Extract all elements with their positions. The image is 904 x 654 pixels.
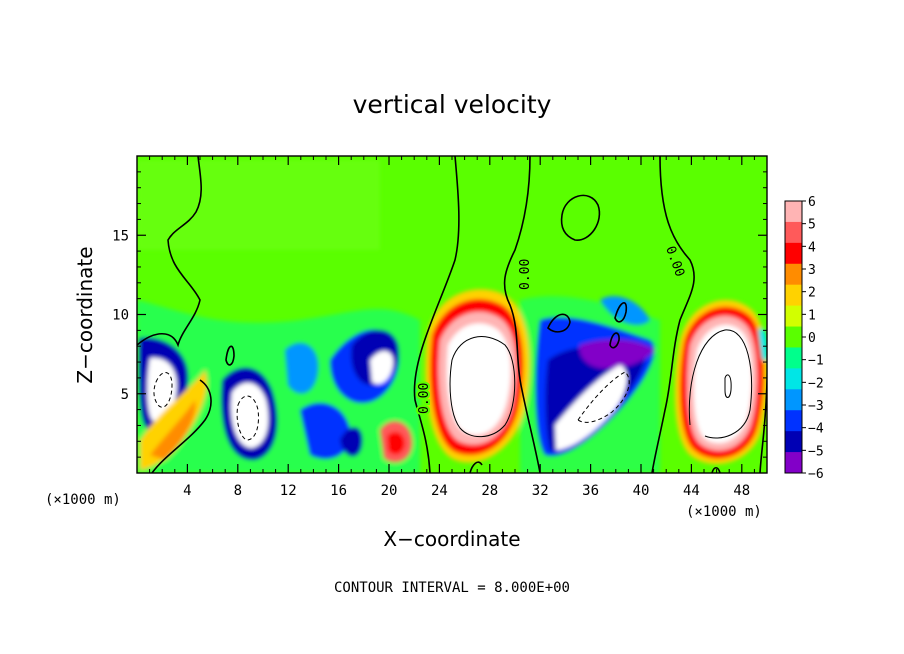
colorbar-label: −3 bbox=[808, 399, 824, 414]
y-axis-ticks: 5 10 15 bbox=[112, 171, 767, 458]
x-tick-label: 40 bbox=[633, 483, 650, 499]
zero-contours bbox=[137, 156, 767, 473]
x-tick-label: 36 bbox=[582, 483, 599, 499]
colorbar-swatch bbox=[785, 431, 802, 453]
x-unit-right: (×1000 m) bbox=[686, 504, 762, 520]
colorbar-label: 0 bbox=[808, 331, 816, 346]
colorbar-swatch bbox=[785, 305, 802, 328]
colorbar-label: 5 bbox=[808, 218, 816, 233]
colorbar-swatch bbox=[785, 201, 802, 223]
colorbar-label: −6 bbox=[808, 467, 824, 482]
colorbar-label: 2 bbox=[808, 286, 816, 301]
colorbar-label: −5 bbox=[808, 444, 824, 459]
contour-label-2: 0.00 bbox=[518, 259, 533, 290]
colorbar-label: 6 bbox=[808, 195, 816, 210]
colorbar-swatch bbox=[785, 347, 802, 369]
velocity-field bbox=[137, 160, 767, 473]
x-tick-label: 20 bbox=[381, 483, 398, 499]
contour-label-1: 0.00 bbox=[417, 383, 432, 414]
colorbar-swatch bbox=[785, 221, 802, 244]
plot-area: 0.00 0.00 0.00 bbox=[137, 156, 767, 473]
x-tick-label: 8 bbox=[234, 483, 242, 499]
colorbar-swatch bbox=[785, 242, 802, 265]
y-tick-label: 5 bbox=[121, 387, 129, 403]
x-tick-label: 16 bbox=[330, 483, 347, 499]
colorbar-label: 4 bbox=[808, 240, 816, 255]
x-tick-label: 48 bbox=[733, 483, 750, 499]
colorbar-label: 1 bbox=[808, 308, 816, 323]
x-tick-label: 24 bbox=[431, 483, 448, 499]
x-tick-label: 32 bbox=[532, 483, 549, 499]
colorbar-label: −1 bbox=[808, 354, 824, 369]
x-tick-label: 28 bbox=[481, 483, 498, 499]
colorbar-swatch bbox=[785, 368, 802, 390]
colorbar-label: −4 bbox=[808, 422, 824, 437]
chart-title: vertical velocity bbox=[353, 90, 552, 119]
colorbar: 6 5 4 3 2 1 0 −1 −2 −3 −4 −5 −6 bbox=[784, 195, 824, 482]
colorbar-swatch bbox=[785, 410, 802, 432]
x-axis-ticks: 4 8 12 16 20 24 28 32 36 40 44 48 bbox=[149, 156, 755, 499]
colorbar-swatch bbox=[785, 263, 802, 286]
x-tick-label: 4 bbox=[183, 483, 191, 499]
interior-contours bbox=[449, 329, 753, 439]
contour-interval-note: CONTOUR INTERVAL = 8.000E+00 bbox=[334, 580, 570, 596]
x-axis-label: X−coordinate bbox=[383, 527, 520, 551]
y-tick-label: 10 bbox=[112, 308, 129, 324]
colorbar-swatch bbox=[785, 452, 802, 474]
x-unit-left: (×1000 m) bbox=[45, 492, 121, 508]
x-tick-label: 44 bbox=[683, 483, 700, 499]
colorbar-swatch bbox=[785, 284, 802, 307]
y-tick-label: 15 bbox=[112, 228, 129, 244]
y-axis-label: Z−coordinate bbox=[73, 246, 97, 383]
colorbar-label: 3 bbox=[808, 263, 816, 278]
colorbar-swatch bbox=[785, 326, 802, 348]
x-tick-label: 12 bbox=[280, 483, 297, 499]
colorbar-swatch bbox=[785, 389, 802, 411]
negative-contours bbox=[153, 371, 630, 441]
colorbar-label: −2 bbox=[808, 376, 824, 391]
